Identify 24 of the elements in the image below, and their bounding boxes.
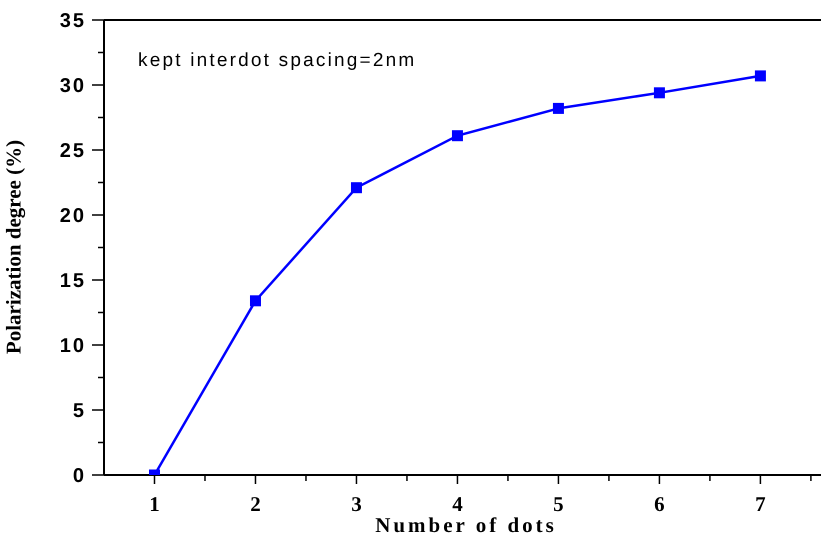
x-tick-label: 2 [250, 492, 261, 516]
x-axis-title: Number of dots [375, 513, 557, 537]
point [250, 295, 261, 306]
point [552, 102, 564, 114]
y-tick-label: 0 [72, 465, 86, 487]
y-tick-label: 5 [72, 400, 86, 422]
y-tick-label: 20 [60, 205, 86, 227]
x-tick-label: 5 [553, 492, 564, 516]
point [350, 182, 362, 194]
point [452, 130, 463, 142]
point [754, 70, 766, 82]
point [654, 87, 665, 98]
y-tick-label: 30 [60, 75, 86, 97]
annotation: kept interdot spacing=2nm [138, 50, 416, 72]
x-tick-label: 4 [452, 492, 464, 516]
y-tick-label: 10 [60, 335, 86, 357]
y-tick-label: 15 [60, 270, 86, 292]
y-axis-title: Polarization degree (%) [2, 140, 26, 354]
x-tick-label: 6 [654, 492, 665, 516]
x-tick-label: 3 [351, 492, 362, 516]
y-tick-label: 25 [60, 140, 86, 162]
y-tick-label: 35 [60, 10, 86, 32]
x-tick-label: 7 [755, 492, 766, 516]
x-tick-label: 1 [149, 492, 160, 516]
